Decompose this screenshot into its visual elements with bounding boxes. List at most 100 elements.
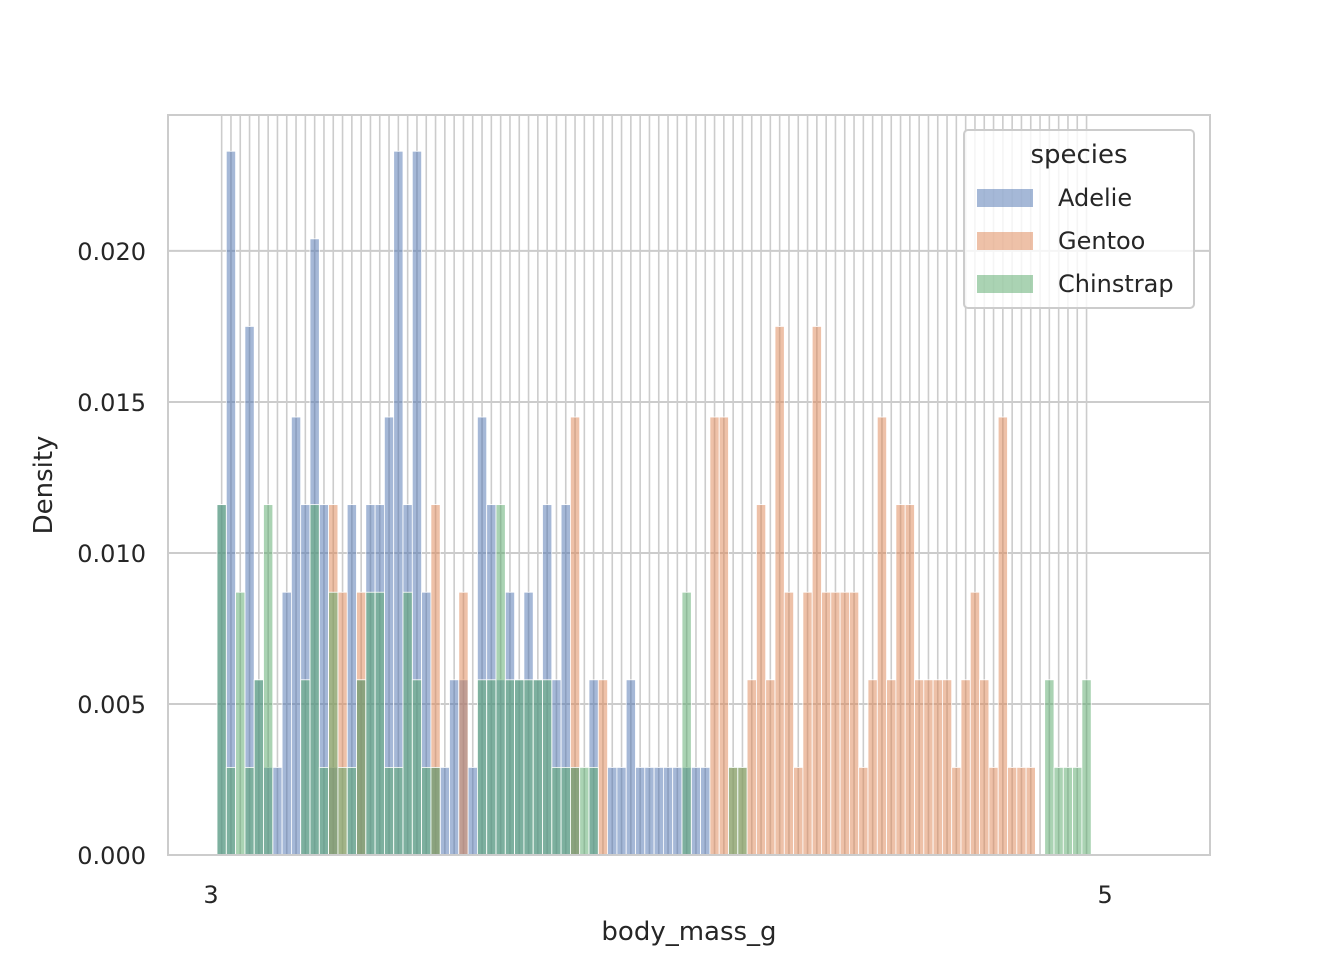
bar-gentoo <box>942 679 953 856</box>
bar-adelie <box>393 150 404 856</box>
bar-chinstrap <box>393 767 404 856</box>
bar-adelie <box>690 767 701 856</box>
bar-adelie <box>449 679 460 856</box>
bar-chinstrap <box>728 767 739 856</box>
bar-chinstrap <box>495 504 506 856</box>
bar-gentoo <box>876 416 887 856</box>
x-tick-label: 5 <box>1098 881 1113 909</box>
legend-label-adelie: Adelie <box>1058 184 1132 212</box>
bar-gentoo <box>997 416 1008 856</box>
bar-adelie <box>653 767 664 856</box>
legend-entries: Adelie Gentoo Chinstrap <box>977 184 1174 298</box>
bar-chinstrap <box>579 767 590 856</box>
bar-chinstrap <box>430 767 441 856</box>
bar-chinstrap <box>486 679 497 856</box>
y-tick-label: 0.010 <box>77 540 146 568</box>
bar-gentoo <box>849 591 860 856</box>
y-tick-label: 0.000 <box>77 842 146 870</box>
bar-chinstrap <box>263 504 274 856</box>
legend-title: species <box>1030 140 1127 170</box>
bar-gentoo <box>793 767 804 856</box>
bar-chinstrap <box>300 679 311 856</box>
bar-gentoo <box>821 591 832 856</box>
bar-gentoo <box>923 679 934 856</box>
bar-chinstrap <box>1044 679 1055 856</box>
bar-gentoo <box>765 679 776 856</box>
y-axis-label: Density <box>29 436 59 535</box>
histogram-bars <box>216 150 1092 856</box>
bar-chinstrap <box>225 767 237 856</box>
bar-chinstrap <box>523 679 534 856</box>
bar-adelie <box>607 767 618 856</box>
bar-chinstrap <box>532 679 543 856</box>
bar-adelie <box>672 767 683 856</box>
bar-chinstrap <box>346 767 357 856</box>
bar-gentoo <box>867 679 878 856</box>
y-tick-label: 0.005 <box>77 691 146 719</box>
bar-adelie <box>700 767 711 856</box>
bar-gentoo <box>718 416 729 856</box>
bar-gentoo <box>811 326 822 856</box>
bar-gentoo <box>458 591 469 856</box>
bar-gentoo <box>783 591 794 856</box>
bar-chinstrap <box>253 679 264 856</box>
bar-chinstrap <box>1072 767 1083 856</box>
bar-gentoo <box>756 504 767 856</box>
bar-adelie <box>635 767 646 856</box>
bar-chinstrap <box>588 767 599 856</box>
bar-gentoo <box>1025 767 1036 856</box>
bar-gentoo <box>988 767 999 856</box>
bar-chinstrap <box>318 767 329 856</box>
bar-chinstrap <box>681 591 692 856</box>
x-tick-label: 3 <box>203 881 218 909</box>
bar-gentoo <box>830 591 841 856</box>
bar-gentoo <box>774 326 785 856</box>
legend-box <box>963 129 1195 309</box>
bar-gentoo <box>951 767 962 856</box>
bar-gentoo <box>960 679 971 856</box>
y-tick-label: 0.020 <box>77 238 146 266</box>
x-axis-label: body_mass_g <box>601 917 776 947</box>
bar-adelie <box>625 679 636 856</box>
bar-gentoo <box>932 679 943 856</box>
bar-gentoo <box>709 416 720 856</box>
legend-swatch-adelie <box>977 189 1033 207</box>
bar-chinstrap <box>570 767 581 856</box>
bar-chinstrap <box>1062 767 1074 856</box>
bar-adelie <box>439 767 450 856</box>
bar-gentoo <box>858 767 869 856</box>
legend-swatch-chinstrap <box>977 275 1033 293</box>
y-tick-label: 0.015 <box>77 389 146 417</box>
bar-chinstrap <box>309 504 320 856</box>
bar-chinstrap <box>383 767 395 856</box>
bar-adelie <box>281 591 292 856</box>
bar-chinstrap <box>551 767 562 856</box>
bar-gentoo <box>1007 767 1018 856</box>
bar-chinstrap <box>411 679 422 856</box>
bar-chinstrap <box>402 591 413 856</box>
bar-adelie <box>467 767 478 856</box>
bar-adelie <box>663 767 674 856</box>
bar-gentoo <box>1016 767 1027 856</box>
bar-gentoo <box>802 591 813 856</box>
bar-chinstrap <box>328 591 339 856</box>
bar-gentoo <box>895 504 906 856</box>
bar-chinstrap <box>244 767 255 856</box>
bar-adelie <box>644 767 655 856</box>
bar-chinstrap <box>337 767 348 856</box>
bar-chinstrap <box>504 679 515 856</box>
bar-chinstrap <box>365 591 376 856</box>
bar-chinstrap <box>1081 679 1092 856</box>
bar-gentoo <box>904 504 915 856</box>
bar-gentoo <box>886 679 897 856</box>
legend-label-chinstrap: Chinstrap <box>1058 270 1174 298</box>
bar-chinstrap <box>560 767 571 856</box>
bar-chinstrap <box>374 591 385 856</box>
legend-label-gentoo: Gentoo <box>1058 227 1145 255</box>
bar-adelie <box>616 767 627 856</box>
bar-chinstrap <box>542 679 553 856</box>
bar-adelie <box>225 150 237 856</box>
bar-chinstrap <box>514 679 525 856</box>
bar-gentoo <box>839 591 850 856</box>
